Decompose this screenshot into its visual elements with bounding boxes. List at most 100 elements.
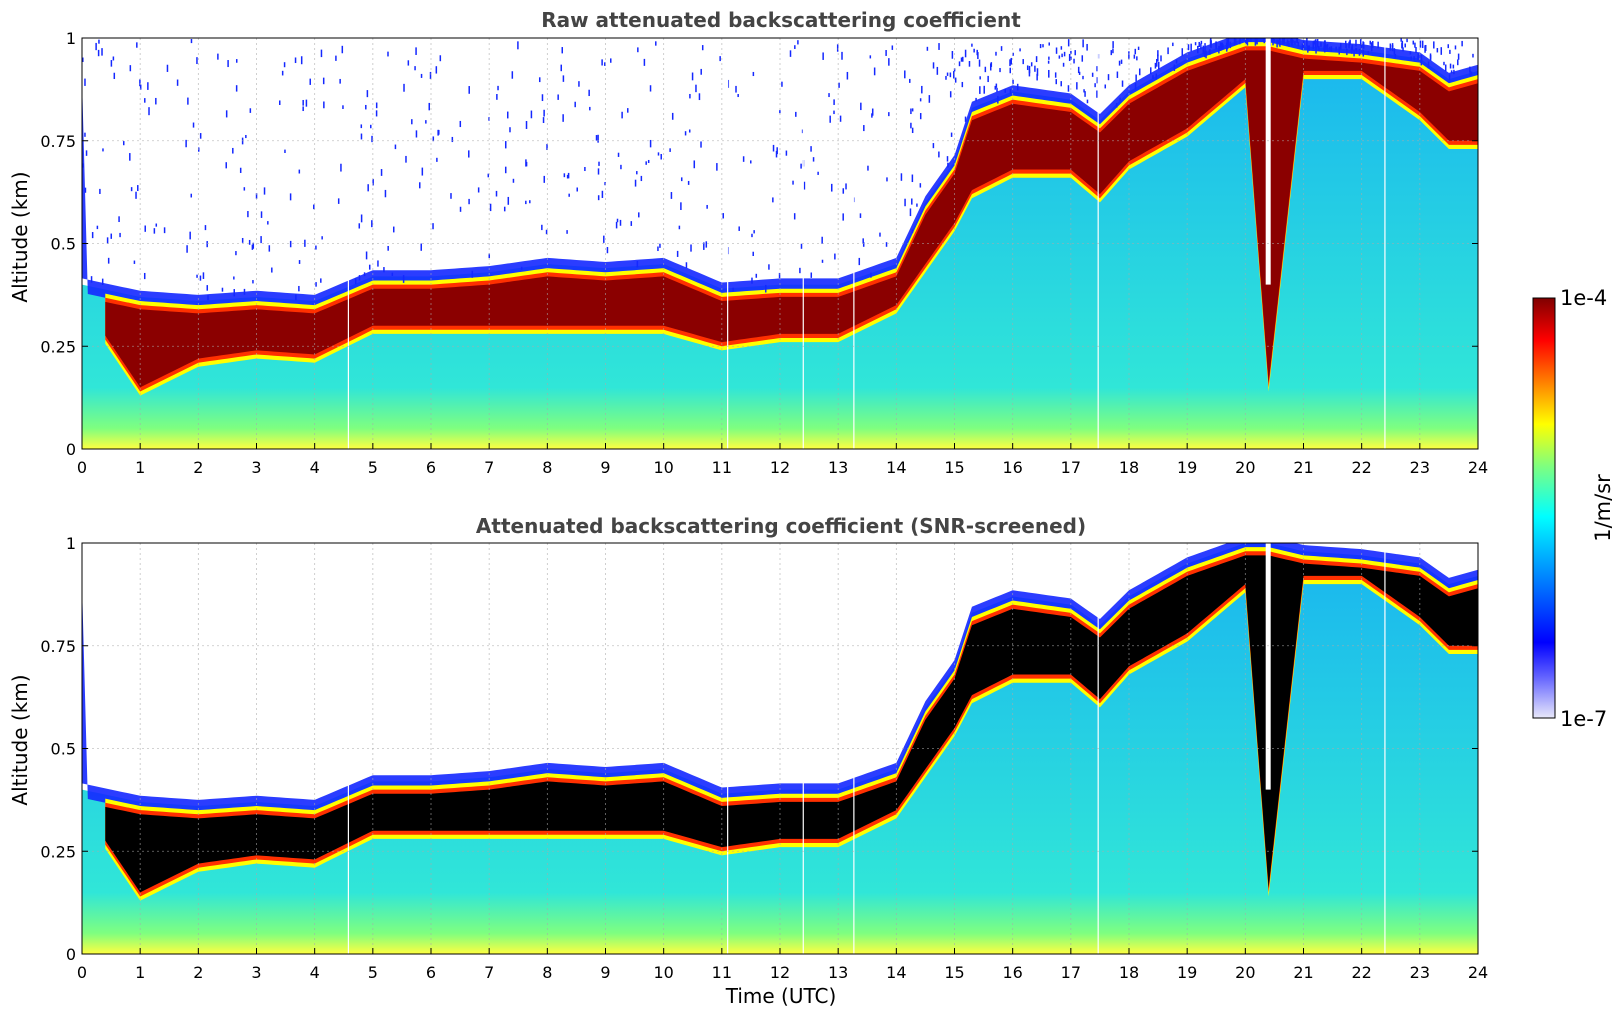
- noise-speck: [1068, 53, 1071, 62]
- noise-speck: [1155, 73, 1158, 80]
- noise-speck: [384, 189, 387, 198]
- noise-speck: [909, 78, 911, 83]
- noise-speck: [841, 51, 843, 60]
- noise-speck: [911, 127, 914, 134]
- noise-speck: [845, 183, 847, 190]
- y-tick-label: 0: [66, 440, 76, 459]
- noise-speck: [84, 187, 87, 193]
- noise-speck: [84, 78, 86, 86]
- noise-speck: [615, 221, 618, 229]
- noise-speck: [800, 163, 802, 169]
- noise-speck: [839, 115, 842, 122]
- noise-speck: [504, 166, 507, 174]
- noise-speck: [354, 278, 357, 285]
- noise-speck: [1402, 47, 1404, 52]
- noise-speck: [190, 193, 193, 198]
- noise-speck: [834, 253, 836, 260]
- noise-speck: [778, 272, 781, 279]
- y-tick-label: 1: [66, 534, 76, 553]
- x-tick-label: 21: [1293, 963, 1313, 982]
- noise-speck: [1443, 61, 1445, 66]
- noise-speck: [365, 251, 368, 260]
- noise-speck: [520, 266, 523, 270]
- noise-speck: [402, 275, 405, 283]
- noise-speck: [1076, 82, 1078, 90]
- y-tick-label: 1: [66, 29, 76, 48]
- x-tick-label: 16: [1002, 963, 1022, 982]
- noise-speck: [792, 180, 794, 185]
- noise-speck: [371, 220, 373, 228]
- noise-speck: [693, 160, 696, 169]
- noise-speck: [873, 67, 876, 76]
- x-tick-label: 8: [542, 458, 552, 477]
- noise-speck: [1290, 38, 1292, 43]
- noise-speck: [1078, 71, 1081, 75]
- noise-speck: [620, 164, 622, 170]
- noise-speck: [1469, 66, 1471, 72]
- noise-speck: [163, 227, 166, 234]
- noise-speck: [1137, 46, 1140, 51]
- noise-speck: [1197, 45, 1199, 54]
- noise-speck: [1262, 38, 1265, 42]
- noise-speck: [1219, 42, 1222, 50]
- noise-speck: [1119, 97, 1121, 101]
- noise-speck: [82, 163, 84, 168]
- noise-speck: [1028, 69, 1031, 77]
- noise-speck: [1167, 47, 1169, 55]
- noise-speck: [1400, 38, 1402, 42]
- x-tick-label: 18: [1119, 963, 1139, 982]
- noise-speck: [1200, 43, 1202, 50]
- noise-speck: [1086, 43, 1088, 51]
- noise-speck: [947, 162, 949, 168]
- x-tick-label: 14: [886, 458, 906, 477]
- noise-speck: [1424, 45, 1426, 53]
- noise-speck: [541, 94, 544, 102]
- x-tick-label: 9: [600, 458, 610, 477]
- noise-speck: [199, 275, 202, 281]
- noise-speck: [1016, 83, 1019, 91]
- noise-speck: [1325, 44, 1327, 50]
- noise-speck: [1279, 39, 1281, 47]
- noise-speck: [487, 173, 490, 178]
- noise-speck: [302, 99, 304, 106]
- noise-speck: [846, 71, 849, 80]
- noise-speck: [1360, 44, 1363, 51]
- noise-speck: [1394, 53, 1397, 59]
- noise-speck: [468, 150, 470, 158]
- noise-speck: [185, 139, 187, 148]
- noise-speck: [909, 208, 912, 217]
- noise-speck: [1219, 46, 1222, 50]
- noise-speck: [1410, 56, 1412, 61]
- noise-speck: [305, 99, 308, 107]
- noise-speck: [1134, 48, 1137, 55]
- noise-speck: [1009, 59, 1011, 67]
- noise-speck: [1457, 59, 1459, 66]
- noise-speck: [1156, 58, 1158, 67]
- noise-speck: [916, 203, 918, 207]
- noise-speck: [659, 243, 661, 248]
- noise-speck: [997, 95, 999, 104]
- noise-speck: [245, 134, 247, 139]
- noise-speck: [1314, 39, 1317, 48]
- noise-speck: [496, 93, 498, 100]
- noise-speck: [341, 45, 344, 54]
- noise-speck: [1369, 40, 1372, 45]
- noise-speck: [1204, 43, 1206, 52]
- noise-speck: [1449, 63, 1452, 69]
- noise-speck: [954, 77, 957, 83]
- noise-speck: [1254, 38, 1257, 46]
- noise-speck: [690, 244, 692, 252]
- noise-speck: [630, 221, 633, 226]
- noise-speck: [1281, 38, 1284, 45]
- noise-speck: [1048, 56, 1050, 60]
- noise-speck: [1157, 50, 1159, 57]
- noise-speck: [732, 287, 734, 292]
- noise-speck: [691, 72, 694, 81]
- noise-speck: [139, 79, 141, 87]
- noise-speck: [601, 190, 604, 198]
- noise-speck: [1039, 44, 1042, 49]
- noise-speck: [512, 178, 515, 183]
- noise-speck: [429, 71, 432, 80]
- noise-speck: [588, 89, 590, 97]
- noise-speck: [543, 109, 545, 117]
